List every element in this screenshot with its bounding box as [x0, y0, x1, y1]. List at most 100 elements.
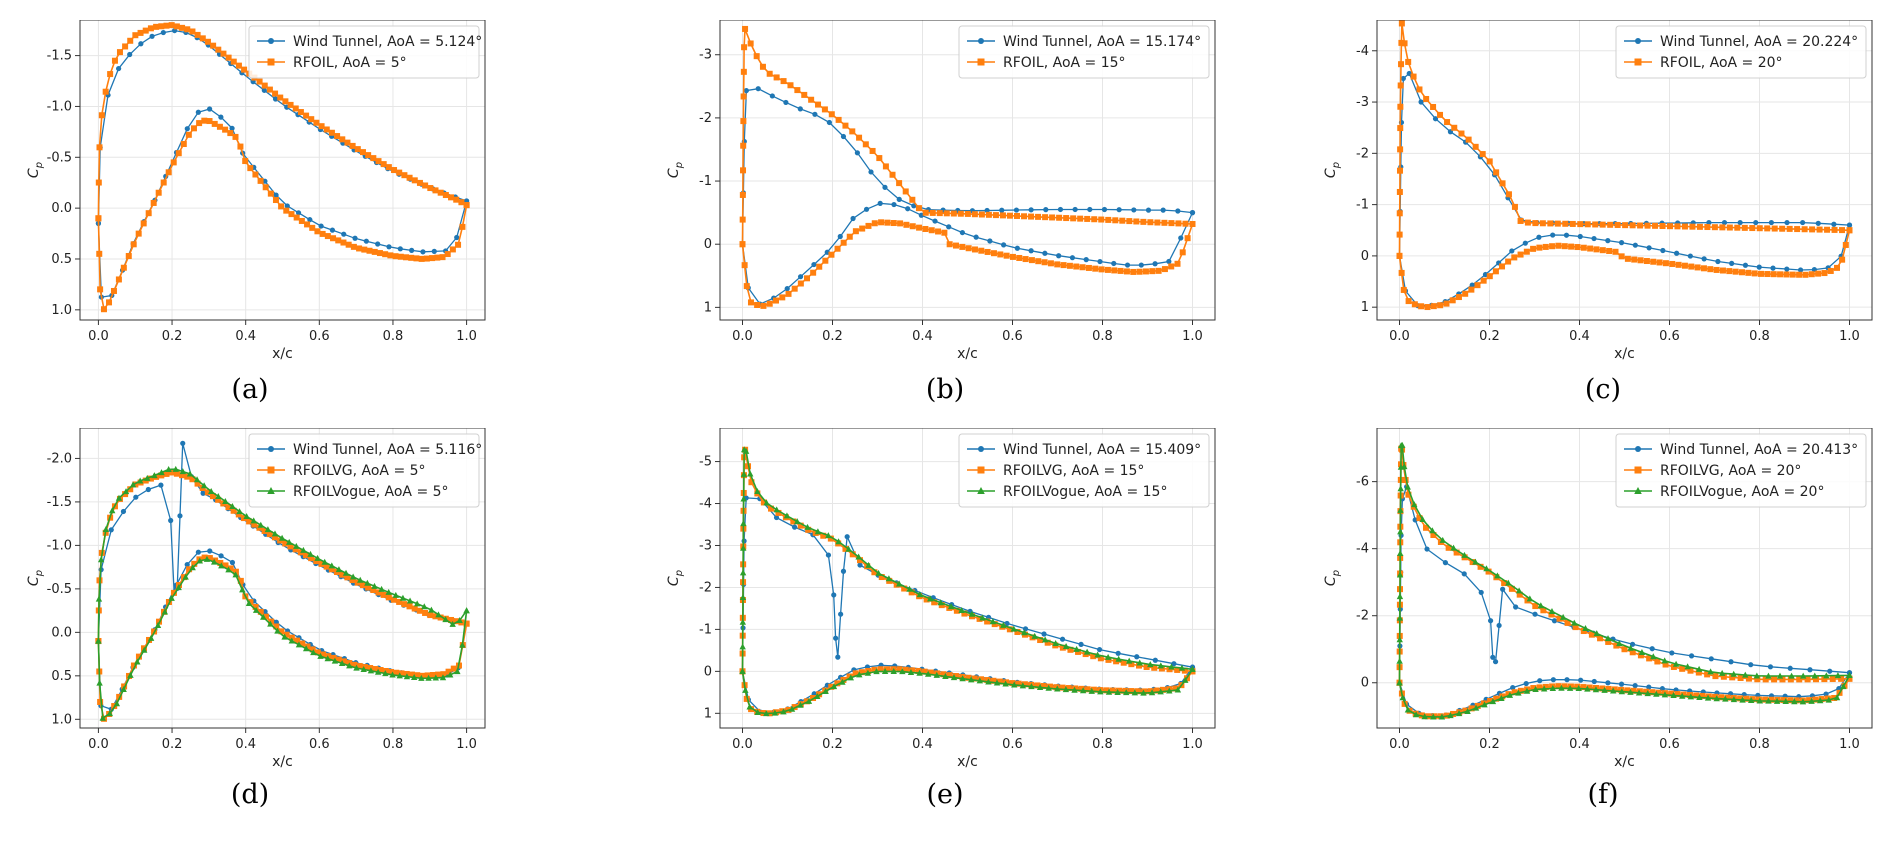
data-point [946, 672, 953, 679]
data-point [1056, 253, 1062, 259]
data-point [335, 237, 342, 244]
data-point [902, 188, 909, 195]
data-point [1681, 223, 1688, 230]
plot-area [1396, 20, 1853, 311]
data-point [1846, 671, 1853, 678]
data-point [154, 622, 162, 629]
data-point [825, 552, 832, 558]
data-point [434, 254, 441, 261]
data-point [1687, 693, 1695, 700]
legend: Wind Tunnel, AoA = 20.224° RFOIL, AoA = 2… [1615, 25, 1867, 79]
data-point [1669, 650, 1675, 656]
data-point [1031, 632, 1038, 639]
data-point [739, 216, 746, 223]
legend-marker [977, 58, 985, 66]
data-point [797, 280, 804, 287]
data-point [950, 210, 957, 217]
data-point [335, 656, 342, 663]
data-point [1016, 254, 1023, 261]
y-axis-label: Cp [1323, 570, 1342, 586]
data-point [1674, 223, 1681, 230]
data-point [742, 447, 750, 454]
data-point [155, 189, 162, 196]
data-point [210, 42, 217, 49]
x-tick-label: 1.0 [456, 737, 477, 752]
x-tick-label: 1.0 [1839, 329, 1860, 344]
data-point [1834, 672, 1842, 679]
data-point [1718, 694, 1725, 701]
data-point [1075, 648, 1082, 655]
legend-marker [1634, 58, 1642, 66]
data-point [414, 672, 421, 679]
data-point [215, 46, 222, 53]
data-point [170, 159, 177, 166]
data-point [1147, 661, 1154, 668]
data-point [375, 589, 382, 596]
legend-marker [978, 446, 984, 452]
data-point [826, 119, 832, 126]
data-point [261, 82, 268, 89]
data-point [965, 245, 972, 252]
data-point [1510, 684, 1516, 691]
data-point [1762, 676, 1769, 683]
data-point [1405, 58, 1412, 65]
data-point [1831, 226, 1838, 233]
data-point [252, 171, 259, 178]
data-point [1559, 613, 1567, 620]
data-point [445, 668, 452, 675]
data-point [1555, 242, 1562, 249]
data-point [377, 667, 384, 674]
data-point [984, 248, 991, 255]
data-point [1098, 266, 1105, 273]
data-point [232, 133, 239, 140]
data-point [428, 606, 435, 613]
data-point [1009, 253, 1016, 260]
data-point [229, 125, 235, 131]
data-point [1839, 256, 1846, 263]
data-point [1783, 271, 1790, 278]
data-point [852, 228, 859, 235]
y-tick-label: 0.0 [51, 625, 72, 640]
data-point [282, 540, 289, 547]
data-point [147, 25, 154, 32]
data-point [739, 594, 747, 601]
data-point [822, 687, 829, 694]
data-point [1161, 219, 1168, 226]
data-point [797, 701, 804, 708]
data-point [1808, 697, 1815, 704]
data-point [1799, 672, 1807, 679]
data-point [785, 290, 792, 297]
data-point [314, 649, 321, 656]
data-point [864, 669, 872, 676]
data-point [408, 671, 415, 678]
y-tick-label: -2 [699, 111, 712, 126]
data-point [382, 251, 389, 258]
data-point [1806, 697, 1813, 704]
data-point [1046, 683, 1053, 690]
data-point [191, 560, 198, 567]
data-point [835, 654, 841, 660]
data-point [1418, 99, 1424, 105]
data-point [130, 241, 137, 248]
data-point [227, 130, 234, 137]
data-point [1419, 515, 1426, 522]
data-point [1516, 591, 1523, 598]
series-line-lower [97, 119, 468, 312]
legend: Wind Tunnel, AoA = 20.413° RFOILVG, AoA =… [1615, 433, 1867, 508]
data-point [1184, 235, 1191, 242]
data-point [922, 225, 929, 232]
data-point [222, 498, 229, 505]
data-point [1818, 696, 1825, 703]
data-point [1536, 684, 1543, 691]
data-point [133, 494, 139, 500]
data-point [1618, 240, 1625, 246]
data-point [1779, 225, 1786, 232]
data-point [150, 199, 157, 206]
series-rfoilvogue [95, 465, 470, 721]
data-point [1586, 684, 1593, 691]
data-point [1499, 263, 1506, 270]
legend-box [958, 433, 1210, 508]
data-point [1669, 260, 1676, 267]
data-point [740, 520, 747, 527]
